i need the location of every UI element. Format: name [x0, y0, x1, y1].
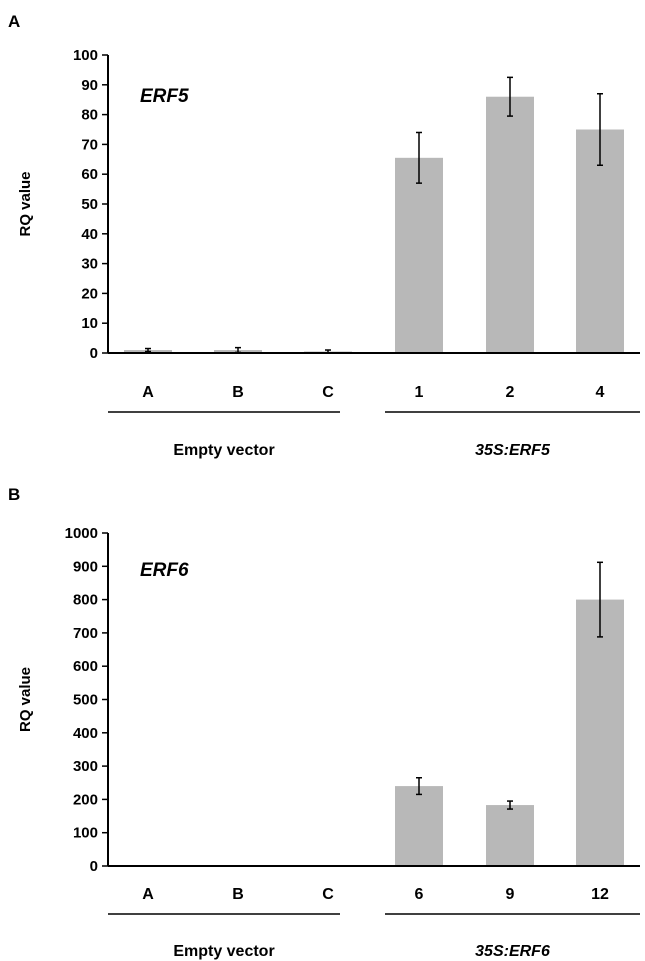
y-tick-label: 90 — [81, 77, 98, 94]
y-tick-label: 0 — [90, 858, 98, 875]
x-tick-label: 1 — [415, 384, 424, 401]
x-tick-label: A — [142, 886, 154, 903]
x-tick-label: 4 — [596, 384, 605, 401]
bar — [395, 157, 443, 353]
y-tick-label: 50 — [81, 196, 98, 213]
y-tick-label: 100 — [73, 47, 98, 64]
y-tick-label: 30 — [81, 256, 98, 273]
y-tick-label: 0 — [90, 345, 98, 362]
y-tick-label: 40 — [81, 226, 98, 243]
x-tick-label: 2 — [506, 384, 515, 401]
group-label: Empty vector — [173, 943, 274, 960]
y-axis-label: RQ value — [17, 667, 34, 732]
y-tick-label: 400 — [73, 725, 98, 742]
y-tick-label: 600 — [73, 658, 98, 675]
group-label: Empty vector — [173, 442, 274, 459]
x-tick-label: C — [322, 384, 334, 401]
y-tick-label: 200 — [73, 791, 98, 808]
y-tick-label: 700 — [73, 625, 98, 642]
panel-b-letter: B — [8, 485, 20, 504]
bar — [395, 786, 443, 866]
bar — [486, 96, 534, 353]
y-tick-label: 10 — [81, 315, 98, 332]
x-tick-label: 12 — [591, 886, 609, 903]
group-label: 35S:ERF6 — [475, 943, 550, 960]
bar — [486, 805, 534, 866]
panel-a: A 0 10 20 30 40 50 60 70 80 90 100 RQ value ERF5 A B C 1 2… — [8, 12, 640, 459]
y-tick-label: 900 — [73, 558, 98, 575]
y-tick-label: 300 — [73, 758, 98, 775]
x-tick-label: 6 — [415, 886, 424, 903]
x-tick-label: C — [322, 886, 334, 903]
group-label: 35S:ERF5 — [475, 442, 551, 459]
y-tick-label: 1000 — [65, 525, 98, 542]
x-tick-label: B — [232, 886, 244, 903]
x-tick-label: B — [232, 384, 244, 401]
y-tick-label: 60 — [81, 166, 98, 183]
y-tick-label: 20 — [81, 285, 98, 302]
gene-annotation: ERF6 — [140, 560, 189, 581]
y-tick-label: 800 — [73, 592, 98, 609]
y-tick-label: 80 — [81, 107, 98, 124]
y-axis-label: RQ value — [17, 171, 34, 236]
y-tick-label: 100 — [73, 825, 98, 842]
gene-annotation: ERF5 — [140, 86, 189, 107]
y-tick-label: 70 — [81, 136, 98, 153]
bar — [576, 599, 624, 866]
bar — [576, 129, 624, 353]
y-tick-label: 500 — [73, 692, 98, 709]
x-tick-label: 9 — [506, 886, 515, 903]
panel-a-letter: A — [8, 12, 20, 31]
x-tick-label: A — [142, 384, 154, 401]
panel-b: B 0 100 200 300 400 500 600 700 800 900 1000 RQ valu… — [8, 485, 640, 960]
